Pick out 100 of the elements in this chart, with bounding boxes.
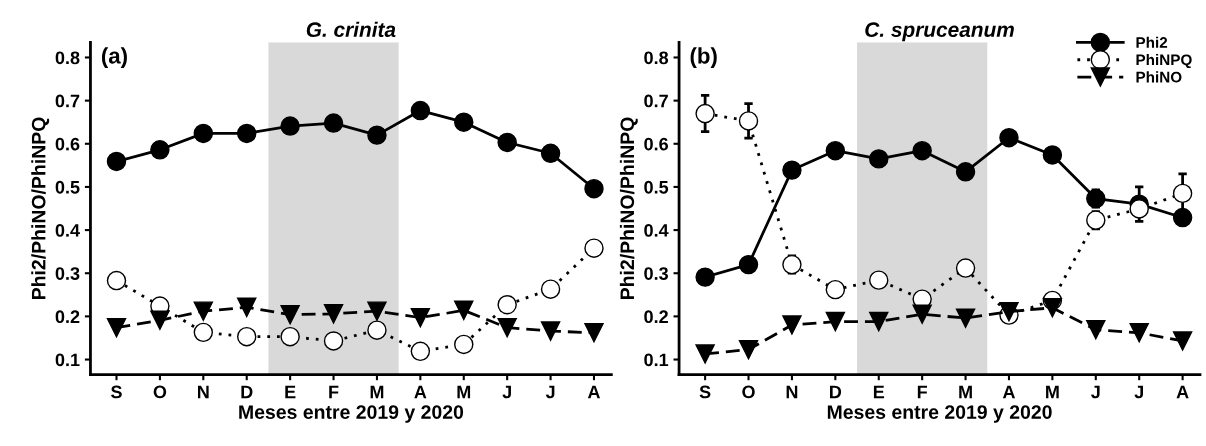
x-tick-label: M <box>457 385 471 399</box>
point <box>323 113 344 133</box>
point <box>695 344 715 364</box>
x-tick-label: A <box>587 385 601 399</box>
point <box>323 304 344 324</box>
point <box>410 100 431 121</box>
x-tick-label: J <box>502 385 511 399</box>
legend-label: PhiNPQ <box>1136 54 1192 69</box>
y-tick-label: 0.4 <box>55 224 80 237</box>
y-tick-label: 0.5 <box>644 180 669 194</box>
x-tick-label: E <box>285 385 296 399</box>
x-tick-label: A <box>1176 385 1189 399</box>
point <box>869 149 889 169</box>
point <box>280 304 300 325</box>
x-tick-label: E <box>873 385 885 399</box>
point <box>999 128 1019 148</box>
point <box>497 132 517 153</box>
point <box>106 317 127 338</box>
point <box>782 160 802 180</box>
x-tick-label: M <box>1046 385 1059 399</box>
point <box>1042 145 1063 165</box>
point <box>1042 298 1063 318</box>
y-tick-label: 0.3 <box>644 267 668 280</box>
x-tick-label: F <box>917 385 928 399</box>
point <box>1086 320 1106 340</box>
x-tick-label: O <box>153 385 167 399</box>
point <box>1172 207 1193 228</box>
point <box>236 123 257 144</box>
point <box>1129 323 1149 343</box>
point <box>367 301 387 321</box>
legend-label: PhiNO <box>1136 71 1182 83</box>
point <box>236 297 257 318</box>
x-tick-label: A <box>1002 385 1016 399</box>
x-tick-label: M <box>370 385 384 399</box>
point <box>955 162 976 182</box>
y-tick-label: 0.8 <box>55 51 80 65</box>
y-tick-label: 0.2 <box>644 310 668 324</box>
x-tick-label: J <box>545 385 555 399</box>
x-axis-title: Meses entre 2019 y 2020 <box>239 405 464 423</box>
point <box>367 320 387 340</box>
x-tick-label: O <box>742 385 755 399</box>
y-tick-label: 0.7 <box>644 94 668 108</box>
point <box>410 307 431 328</box>
y-tick-label: 0.3 <box>55 267 80 280</box>
chart-title: C. spruceanum <box>865 22 1014 42</box>
point <box>584 178 604 199</box>
point <box>955 308 976 328</box>
point <box>323 331 344 351</box>
point <box>955 258 976 278</box>
point <box>150 140 170 160</box>
point <box>1129 199 1149 219</box>
y-tick-label: 0.4 <box>644 224 669 237</box>
x-tick-label: F <box>329 385 339 399</box>
y-tick-label: 0.6 <box>55 137 80 151</box>
point <box>738 339 759 360</box>
x-tick-label: D <box>241 385 253 399</box>
point <box>540 321 561 341</box>
x-tick-label: A <box>414 385 427 399</box>
x-axis-title: Meses entre 2019 y 2020 <box>827 405 1052 423</box>
point <box>825 311 846 332</box>
y-tick-label: 0.6 <box>644 137 668 151</box>
point <box>869 270 889 290</box>
point <box>106 151 127 172</box>
y-tick-label: 0.5 <box>55 180 80 194</box>
point <box>280 116 300 136</box>
point <box>912 140 932 161</box>
point <box>193 123 214 144</box>
point <box>193 301 214 321</box>
chart-title: G. crinita <box>306 21 396 38</box>
point <box>782 315 802 335</box>
point <box>367 125 387 145</box>
annotation: (b) <box>690 47 717 69</box>
point <box>150 310 170 330</box>
point <box>695 103 715 124</box>
y-tick-label: 0.8 <box>644 51 669 65</box>
point <box>454 300 474 321</box>
point <box>584 323 604 343</box>
x-tick-label: N <box>786 385 798 399</box>
x-tick-label: M <box>959 385 972 399</box>
point <box>497 317 517 338</box>
point <box>912 304 932 324</box>
point <box>869 311 889 332</box>
point <box>738 111 759 131</box>
legend-label: Phi2 <box>1136 36 1168 48</box>
point <box>695 267 715 287</box>
x-tick-label: D <box>830 385 842 399</box>
point <box>280 326 300 347</box>
x-tick-label: J <box>1091 385 1100 399</box>
point <box>454 112 474 132</box>
y-axis-title: Phi2/PhiNO/PhiNPQ <box>619 117 638 300</box>
point <box>1172 331 1193 351</box>
y-axis-title: Phi2/PhiNO/PhiNPQ <box>31 117 50 300</box>
annotation: (a) <box>101 47 127 69</box>
x-tick-label: N <box>198 385 209 399</box>
x-tick-label: S <box>110 385 122 399</box>
y-tick-label: 0.7 <box>55 94 80 108</box>
y-tick-label: 0.2 <box>55 310 80 324</box>
x-tick-label: S <box>699 385 711 399</box>
point <box>540 143 561 163</box>
y-tick-label: 0.1 <box>644 353 669 367</box>
